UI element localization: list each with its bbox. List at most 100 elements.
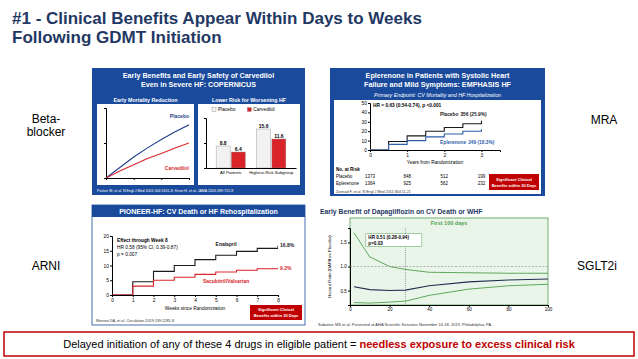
series-line (112, 268, 278, 295)
at-risk-name: Eplerenone (336, 181, 360, 186)
tick: 10 (103, 264, 112, 269)
drug-label: ARNI (32, 259, 61, 273)
plot-area (106, 125, 189, 178)
axis (204, 119, 207, 169)
tick: 1.0 (341, 264, 350, 269)
tick (134, 178, 135, 180)
tick-mark (368, 141, 370, 142)
tick-label: 20 (361, 129, 367, 134)
drug-label: SGLT2i (577, 259, 617, 273)
axis: 01020304050 (361, 101, 370, 153)
tick-label: 0 (369, 153, 372, 158)
tick: 0 (364, 148, 370, 153)
callout-text: Benefits within 30 Days (254, 313, 299, 318)
reference-line (350, 266, 548, 267)
tick: 1 (406, 150, 409, 158)
at-risk-count: 1364 (365, 181, 376, 186)
tick-label: 1.5 (341, 240, 348, 245)
tick-label: 15 (103, 249, 109, 254)
tick: 20 (361, 129, 370, 134)
annotation: HR = 0.63 (0.54-0.74), p <0.001 (373, 103, 442, 108)
panel (92, 205, 305, 325)
series-label: Placebo356 (25.9%) (440, 112, 487, 117)
tick: 80 (506, 305, 512, 312)
tick: 30 (361, 120, 370, 125)
callout-box (250, 305, 302, 320)
tick: 6 (236, 295, 239, 303)
axis-line (104, 109, 107, 179)
bar (216, 146, 230, 168)
at-risk-count: 1373 (365, 174, 376, 179)
tick-label: 10 (361, 139, 367, 144)
panel-title: Failure and Mild Symptoms: EMPHASIS HF (364, 80, 512, 89)
tick-label: 0 (364, 148, 367, 153)
tick: Highest-Risk Subgroup (249, 168, 294, 175)
tick: 5 (215, 295, 218, 303)
data-label: 11.6 (274, 133, 284, 139)
axis-line (207, 168, 297, 169)
panel (330, 68, 545, 196)
tick-mark (104, 178, 106, 179)
callout-text: Significant Clinical (496, 177, 532, 182)
tick: All Patients (220, 168, 242, 175)
tick-mark (348, 242, 350, 243)
tick-label: 50 (361, 101, 367, 106)
legend-label: Placebo (218, 107, 236, 112)
axis (107, 178, 190, 180)
panel (92, 68, 305, 195)
series-label: Eplerenone249 (18.3%) (440, 140, 495, 145)
plot-area (216, 129, 286, 168)
tick: 0.5 (341, 289, 350, 294)
legend-label: Carvedilol (253, 107, 274, 112)
tick (104, 178, 106, 179)
chart-title: Lower Risk for Worsening HF (212, 97, 287, 103)
tick-label: 0 (111, 298, 114, 303)
tick-label: 5 (106, 278, 109, 283)
axis-title: Hazard Ratio (DAPA vs Placebo) (327, 235, 332, 298)
axis: 020406080100 (349, 305, 553, 312)
data-label: 6.4 (235, 146, 242, 152)
region-label: First 100 days (431, 220, 468, 226)
at-risk-count: 199 (478, 174, 486, 179)
series-events: 249 (18.3%) (468, 140, 495, 145)
annotation: Effect through Week 8 (117, 238, 168, 243)
at-risk-name: Placebo (336, 174, 353, 179)
axis-line (348, 229, 351, 306)
tick: 40 (427, 305, 433, 312)
axis-line (110, 237, 113, 296)
tick: 7 (256, 295, 259, 303)
drug-label: blocker (27, 125, 66, 139)
tick-label: 0.5 (341, 289, 348, 294)
bar (231, 152, 245, 168)
plot-area (350, 228, 548, 305)
tick-mark (104, 143, 106, 144)
tick: 2 (443, 150, 446, 158)
tick (104, 108, 106, 109)
series-line (112, 245, 278, 295)
slide: #1 - Clinical Benefits Appear Within Day… (0, 0, 638, 359)
at-risk-count: 562 (441, 181, 449, 186)
tick-label: 6 (236, 298, 239, 303)
legend-swatch (212, 108, 216, 112)
panel-title: PIONEER-HF: CV Death or HF Rehospitaliza… (119, 208, 278, 216)
tick-label: 3 (481, 153, 484, 158)
chart-title: Early Mortality Reduction (114, 97, 178, 103)
tick: 10 (361, 139, 370, 144)
annotation: HR 0.58 (95% CI, 0.39-0.87) (117, 245, 178, 250)
tick-mark (368, 131, 370, 132)
data-label: 15.6 (259, 123, 269, 129)
bar (257, 129, 271, 168)
tick-label: 60 (467, 307, 473, 312)
tick-mark (368, 112, 370, 113)
citation: Sabatine MS et al. Presented at AHA Scie… (318, 322, 492, 327)
tick-label: 5 (215, 298, 218, 303)
series-line (354, 279, 548, 291)
tick: 8 (277, 295, 280, 303)
series-line (370, 129, 481, 150)
tick-label: 1 (406, 153, 409, 158)
axis: 0.5 1.0 1.5 (341, 229, 351, 306)
tick-label: 30 (361, 120, 367, 125)
tick-mark (110, 236, 112, 237)
tick-label: 20 (388, 307, 394, 312)
tick-label: 3 (173, 298, 176, 303)
